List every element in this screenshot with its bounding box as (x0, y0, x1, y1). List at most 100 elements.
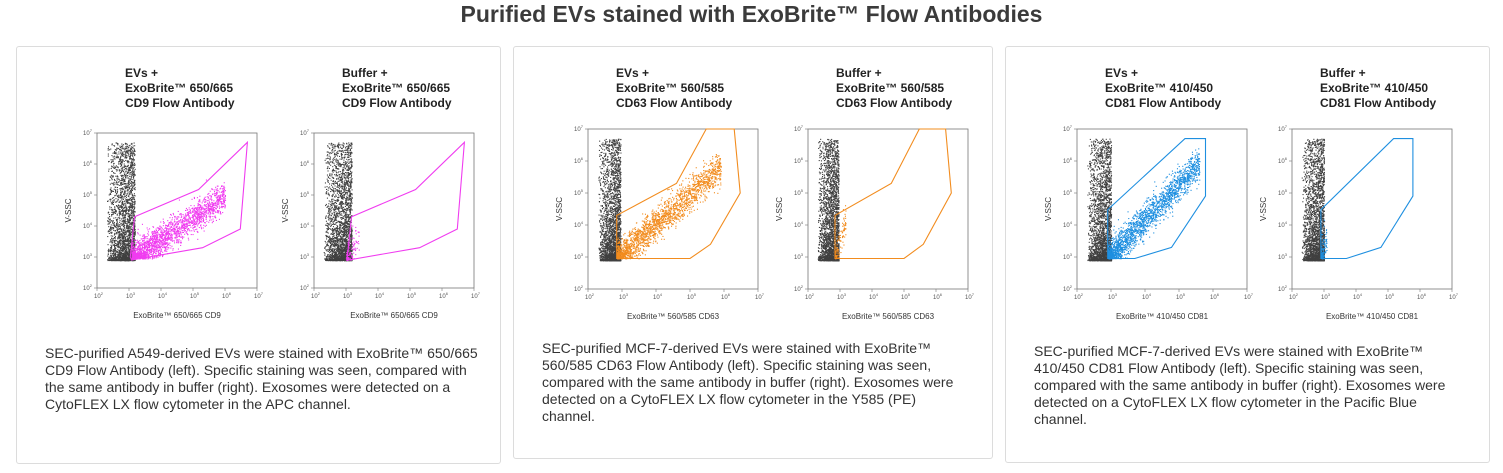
scatter-point (188, 224, 190, 226)
scatter-point (189, 218, 191, 220)
scatter-point (199, 200, 201, 202)
scatter-point (197, 215, 199, 217)
scatter-point (162, 241, 164, 243)
scatter-point (141, 253, 143, 255)
scatter-point (167, 231, 169, 233)
scatter-point (133, 164, 135, 166)
scatter-point (223, 201, 225, 203)
scatter-point (157, 241, 159, 243)
scatter-point (209, 190, 211, 192)
scatter-point (120, 233, 122, 235)
scatter-point (147, 229, 149, 231)
scatter-point (135, 249, 137, 251)
scatter-point (121, 231, 123, 233)
scatter-point (132, 161, 134, 163)
scatter-point (134, 254, 136, 256)
scatter-point (219, 188, 221, 190)
scatter-point (114, 237, 116, 239)
scatter-point (119, 213, 121, 215)
scatter-point (223, 186, 225, 188)
scatter-point (143, 251, 145, 253)
scatter-point (159, 253, 161, 255)
scatter-point (132, 211, 134, 213)
scatter-point (127, 209, 129, 211)
scatter-point (123, 245, 125, 247)
scatter-point (206, 212, 208, 214)
scatter-point (133, 214, 135, 216)
scatter-point (120, 174, 122, 176)
scatter-point (131, 171, 133, 173)
scatter-point (208, 221, 210, 223)
scatter-point (122, 183, 124, 185)
scatter-point (133, 256, 135, 258)
scatter-point (132, 186, 134, 188)
scatter-point (130, 213, 132, 215)
scatter-point (131, 194, 133, 196)
scatter-point (124, 222, 126, 224)
scatter-point (122, 256, 124, 258)
scatter-point (173, 233, 175, 235)
scatter-point (117, 207, 119, 209)
scatter-point (131, 163, 133, 165)
scatter-point (109, 249, 111, 251)
scatter-point (157, 244, 159, 246)
scatter-point (111, 255, 113, 257)
scatter-point (155, 236, 157, 238)
scatter-point (115, 210, 117, 212)
scatter-point (112, 213, 114, 215)
scatter-point (133, 229, 135, 231)
scatter-point (110, 187, 112, 189)
scatter-point (162, 229, 164, 231)
scatter-point (139, 246, 141, 248)
scatter-point (337, 233, 339, 235)
scatter-point (124, 202, 126, 204)
scatter-point (131, 221, 133, 223)
scatter-point (141, 246, 143, 248)
scatter-point (122, 258, 124, 260)
scatter-point (114, 226, 116, 228)
scatter-point (146, 245, 148, 247)
scatter-point (221, 207, 223, 209)
scatter-point (200, 205, 202, 207)
scatter-point (142, 240, 144, 242)
scatter-point (118, 215, 120, 217)
scatter-point (160, 221, 162, 223)
scatter-point (109, 183, 111, 185)
scatter-point (218, 210, 220, 212)
scatter-point (118, 179, 120, 181)
scatter-point (328, 152, 330, 154)
scatter-point (112, 190, 114, 192)
scatter-point (154, 242, 156, 244)
scatter-point (349, 241, 351, 243)
scatter-point (129, 223, 131, 225)
scatter-point (336, 242, 338, 244)
scatter-point (215, 219, 217, 221)
scatter-point (118, 235, 120, 237)
scatter-point (172, 248, 174, 250)
scatter-point (133, 159, 135, 161)
scatter-point (123, 192, 125, 194)
scatter-point (195, 211, 197, 213)
scatter-point (202, 215, 204, 217)
scatter-point (133, 236, 135, 238)
scatter-point (134, 183, 136, 185)
scatter-point (184, 226, 186, 228)
scatter-point (194, 219, 196, 221)
scatter-point (224, 197, 226, 199)
scatter-point (199, 217, 201, 219)
scatter-point (162, 235, 164, 237)
scatter-point (109, 198, 111, 200)
scatter-point (152, 252, 154, 254)
scatter-point (120, 235, 122, 237)
scatter-point (114, 225, 116, 227)
scatter-point (133, 176, 135, 178)
scatter-point (181, 225, 183, 227)
scatter-point (159, 242, 161, 244)
scatter-point (122, 217, 124, 219)
scatter-point (201, 205, 203, 207)
scatter-point (128, 155, 130, 157)
scatter-point (193, 208, 195, 210)
scatter-point (127, 160, 129, 162)
scatter-point (146, 249, 148, 251)
scatter-point (343, 226, 345, 228)
